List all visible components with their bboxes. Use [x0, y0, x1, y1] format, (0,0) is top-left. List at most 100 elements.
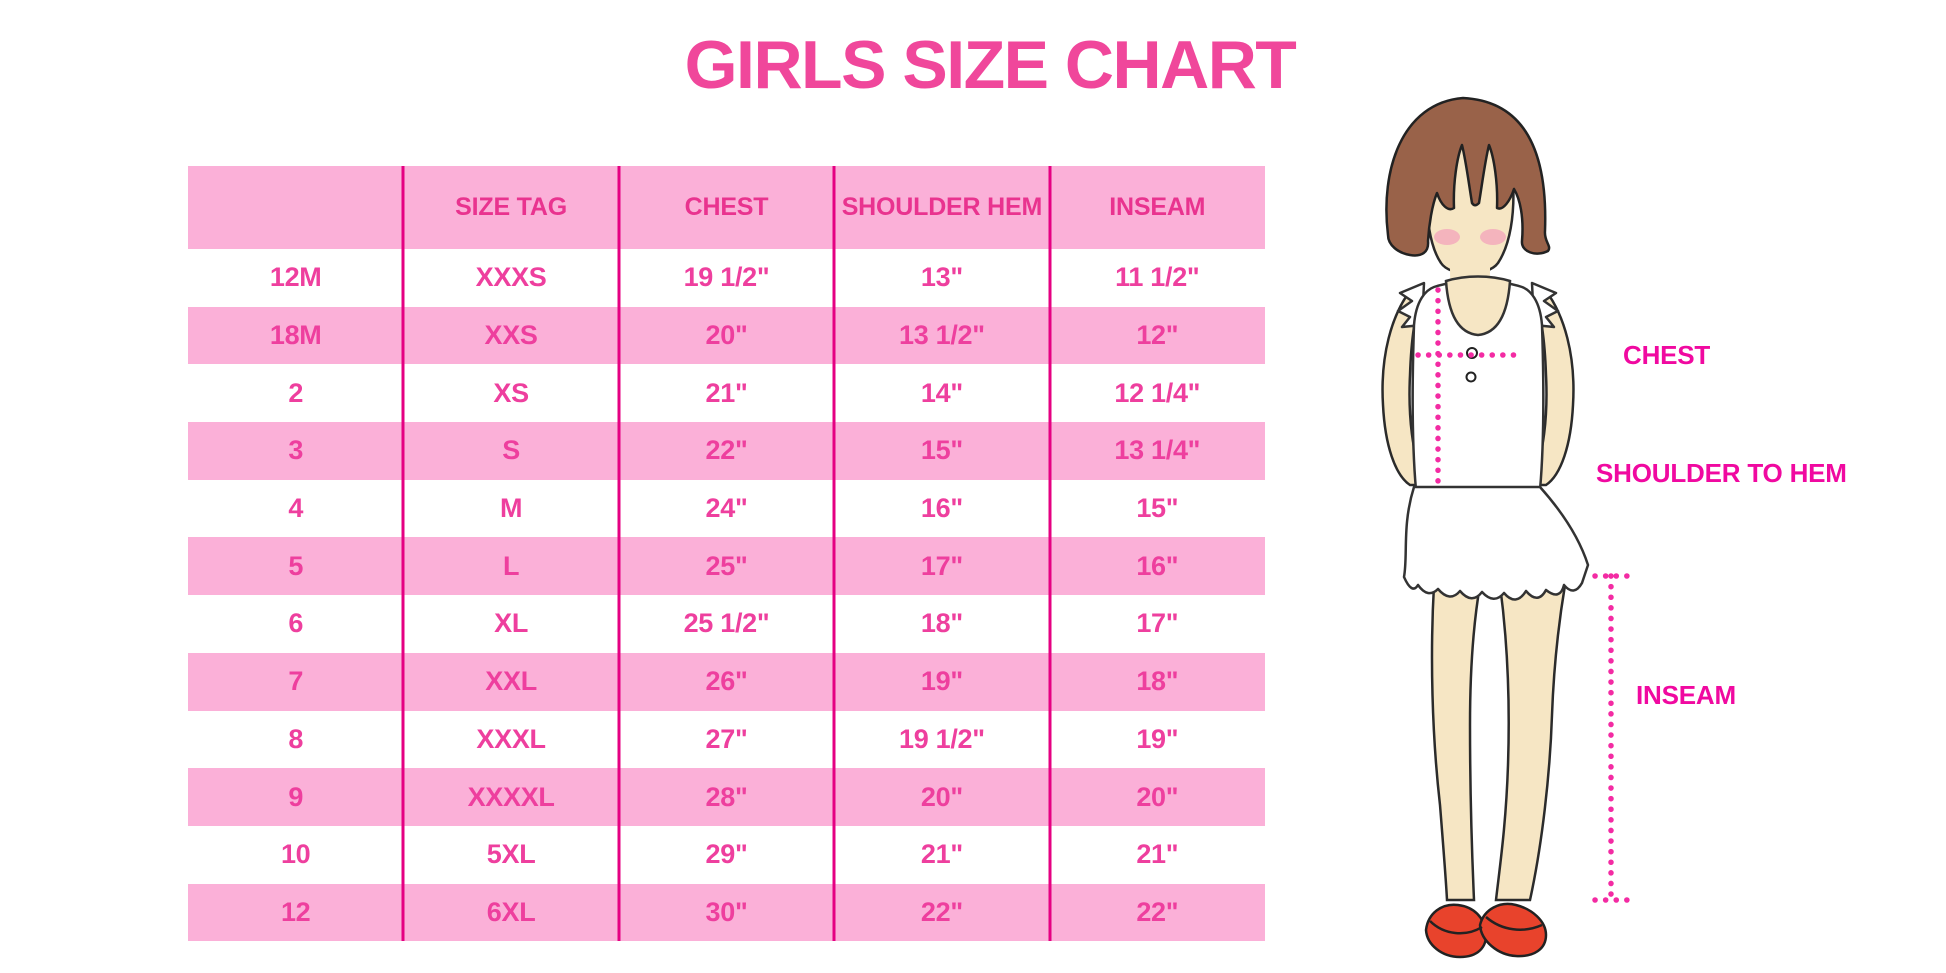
size-tag-cell: XXXS	[475, 262, 547, 293]
size-tag-cell: 6XL	[486, 896, 536, 927]
header-shoulder-hem-cell: SHOULDER HEM	[841, 193, 1043, 221]
chest-cell: 28"	[705, 781, 748, 812]
inseam-label: INSEAM	[1636, 680, 1736, 710]
size-cell: 18M	[269, 320, 322, 351]
size-cell: 9	[288, 781, 304, 812]
table-row: 5 L 25" 17" 16"	[188, 537, 1265, 596]
column-divider	[401, 166, 405, 942]
size-cell: 6	[288, 608, 304, 639]
chest-cell: 19 1/2"	[683, 262, 770, 293]
shoulder-hem-cell: 19"	[920, 666, 963, 697]
size-tag-cell: M	[499, 493, 523, 524]
shoulder-hem-cell: 17"	[920, 550, 963, 581]
shoulder-hem-cell: 20"	[920, 781, 963, 812]
size-tag-cell: 5XL	[486, 839, 536, 870]
neckline	[1444, 275, 1512, 337]
size-cell: 3	[288, 435, 304, 466]
inseam-cell: 19"	[1136, 723, 1179, 754]
size-cell: 12M	[269, 262, 322, 293]
girl-figure-illustration	[1381, 96, 1631, 959]
shoulder-hem-cell: 18"	[920, 608, 963, 639]
chest-cell: 26"	[705, 666, 748, 697]
size-tag-cell: XXXXL	[467, 781, 555, 812]
column-divider	[617, 166, 621, 942]
size-cell: 4	[288, 493, 304, 524]
header-chest-cell: CHEST	[684, 193, 769, 221]
table-row: 10 5XL 29" 21" 21"	[188, 825, 1265, 884]
size-cell: 2	[288, 377, 304, 408]
size-tag-cell: L	[502, 550, 520, 581]
shoulder-hem-cell: 13 1/2"	[899, 320, 985, 351]
size-tag-cell: S	[502, 435, 520, 466]
inseam-cell: 21"	[1136, 839, 1179, 870]
chest-cell: 20"	[705, 320, 748, 351]
right-leg	[1494, 583, 1567, 902]
table-row: 12M XXXS 19 1/2" 13" 11 1/2"	[188, 249, 1265, 307]
chest-cell: 25"	[705, 550, 748, 581]
column-divider	[832, 166, 836, 942]
inseam-cell: 12 1/4"	[1114, 377, 1201, 408]
chest-cell: 25 1/2"	[683, 608, 770, 639]
left-leg	[1430, 583, 1482, 902]
inseam-cell: 17"	[1136, 608, 1179, 639]
shoulder-hem-cell: 19 1/2"	[899, 723, 985, 754]
size-cell: 7	[288, 666, 304, 697]
table-body: 12M XXXS 19 1/2" 13" 11 1/2" 18M XXS 20"…	[188, 249, 1265, 942]
shoulder-to-hem-label: SHOULDER TO HEM	[1596, 458, 1847, 488]
shoulder-hem-cell: 14"	[920, 377, 963, 408]
inseam-cell: 20"	[1136, 781, 1179, 812]
chest-cell: 24"	[705, 493, 748, 524]
table-row: 3 S 22" 15" 13 1/4"	[188, 422, 1265, 480]
size-chart-table: SIZE TAG CHEST SHOULDER HEM INSEAM 12M X…	[188, 166, 1265, 942]
chest-label: CHEST	[1623, 340, 1711, 370]
header-inseam-cell: INSEAM	[1109, 193, 1206, 221]
inseam-cell: 16"	[1136, 550, 1179, 581]
header-blank-cell	[188, 166, 403, 249]
chest-cell: 27"	[705, 723, 748, 754]
size-tag-cell: XXS	[484, 320, 538, 351]
shoulder-hem-cell: 16"	[920, 493, 963, 524]
table-header-row: SIZE TAG CHEST SHOULDER HEM INSEAM	[188, 166, 1265, 249]
hair	[1385, 96, 1551, 257]
left-shoe-strap	[1429, 920, 1483, 935]
inseam-cell: 11 1/2"	[1115, 262, 1200, 293]
inseam-cell: 18"	[1136, 666, 1179, 697]
skirt	[1402, 485, 1590, 601]
table-row: 8 XXXL 27" 19 1/2" 19"	[188, 710, 1265, 769]
chest-cell: 29"	[705, 839, 748, 870]
right-shoe-strap	[1485, 916, 1543, 931]
top-button	[1465, 371, 1477, 383]
shoulder-hem-cell: 13"	[920, 262, 963, 293]
shoulder-hem-cell: 15"	[920, 435, 963, 466]
inseam-cell: 15"	[1136, 493, 1179, 524]
size-tag-cell: XS	[493, 377, 529, 408]
table-row: 6 XL 25 1/2" 18" 17"	[188, 595, 1265, 653]
inseam-cell: 12"	[1136, 320, 1179, 351]
size-cell: 12	[280, 896, 311, 927]
page-title: GIRLS SIZE CHART	[684, 27, 1297, 103]
chest-cell: 30"	[705, 896, 748, 927]
inseam-cell: 22"	[1136, 896, 1179, 927]
table-row: 7 XXL 26" 19" 18"	[188, 652, 1265, 711]
size-cell: 5	[288, 550, 304, 581]
shoulder-hem-cell: 22"	[920, 896, 963, 927]
blush-left	[1434, 229, 1460, 245]
size-tag-cell: XXL	[485, 666, 537, 697]
blush-right	[1480, 229, 1506, 245]
shoulder-hem-cell: 21"	[920, 839, 963, 870]
header-size-tag-cell: SIZE TAG	[455, 193, 567, 221]
size-cell: 8	[288, 723, 304, 754]
table-row: 9 XXXXL 28" 20" 20"	[188, 768, 1265, 826]
size-tag-cell: XXXL	[476, 723, 546, 754]
table-row: 4 M 24" 16" 15"	[188, 479, 1265, 538]
table-row: 12 6XL 30" 22" 22"	[188, 883, 1265, 942]
chest-cell: 22"	[705, 435, 748, 466]
inseam-cell: 13 1/4"	[1114, 435, 1201, 466]
size-tag-cell: XL	[494, 608, 529, 639]
table-row: 2 XS 21" 14" 12 1/4"	[188, 364, 1265, 423]
table-row: 18M XXS 20" 13 1/2" 12"	[188, 306, 1265, 365]
chest-cell: 21"	[705, 377, 748, 408]
column-divider	[1048, 166, 1052, 942]
size-cell: 10	[280, 839, 311, 870]
